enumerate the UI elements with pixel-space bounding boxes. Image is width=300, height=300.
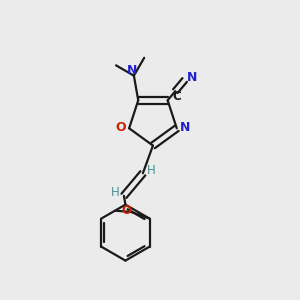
Text: O: O bbox=[122, 204, 131, 217]
Text: N: N bbox=[187, 71, 197, 84]
Text: C: C bbox=[172, 90, 181, 103]
Text: O: O bbox=[116, 121, 126, 134]
Text: N: N bbox=[127, 64, 138, 77]
Text: H: H bbox=[147, 164, 156, 177]
Text: H: H bbox=[111, 186, 119, 199]
Text: N: N bbox=[180, 121, 190, 134]
